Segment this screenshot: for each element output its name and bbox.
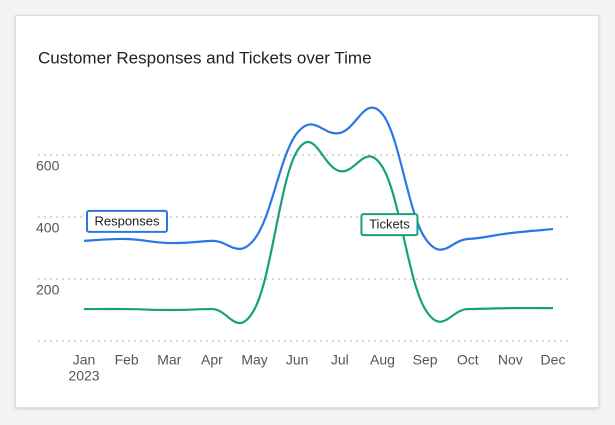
series-label: Responses <box>94 213 160 228</box>
x-tick-label: Feb <box>115 352 139 368</box>
x-tick-label: Dec <box>541 352 566 368</box>
x-tick-label: Aug <box>370 352 395 368</box>
x-tick-label: Nov <box>498 352 523 368</box>
x-tick-label: May <box>241 352 267 368</box>
x-tick-label: Mar <box>157 352 181 368</box>
series-label-box <box>360 213 419 237</box>
x-tick-label: Jan <box>73 352 96 368</box>
x-tick-label: Sep <box>413 352 438 368</box>
y-tick-label: 600 <box>36 158 60 174</box>
x-year-label: 2023 <box>68 368 99 384</box>
chart-title: Customer Responses and Tickets over Time <box>38 48 372 67</box>
y-tick-label: 200 <box>36 282 60 298</box>
x-tick-label: Jun <box>286 352 309 368</box>
x-tick-label: Apr <box>201 352 223 368</box>
series-line <box>83 141 554 325</box>
x-tick-label: Jul <box>331 352 349 368</box>
series-line <box>83 106 554 251</box>
y-tick-label: 400 <box>36 220 60 236</box>
series-label: Tickets <box>369 217 410 232</box>
series-label-box <box>86 209 168 233</box>
x-tick-label: Oct <box>457 352 479 368</box>
